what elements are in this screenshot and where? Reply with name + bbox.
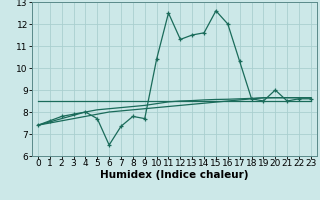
X-axis label: Humidex (Indice chaleur): Humidex (Indice chaleur) [100, 170, 249, 180]
